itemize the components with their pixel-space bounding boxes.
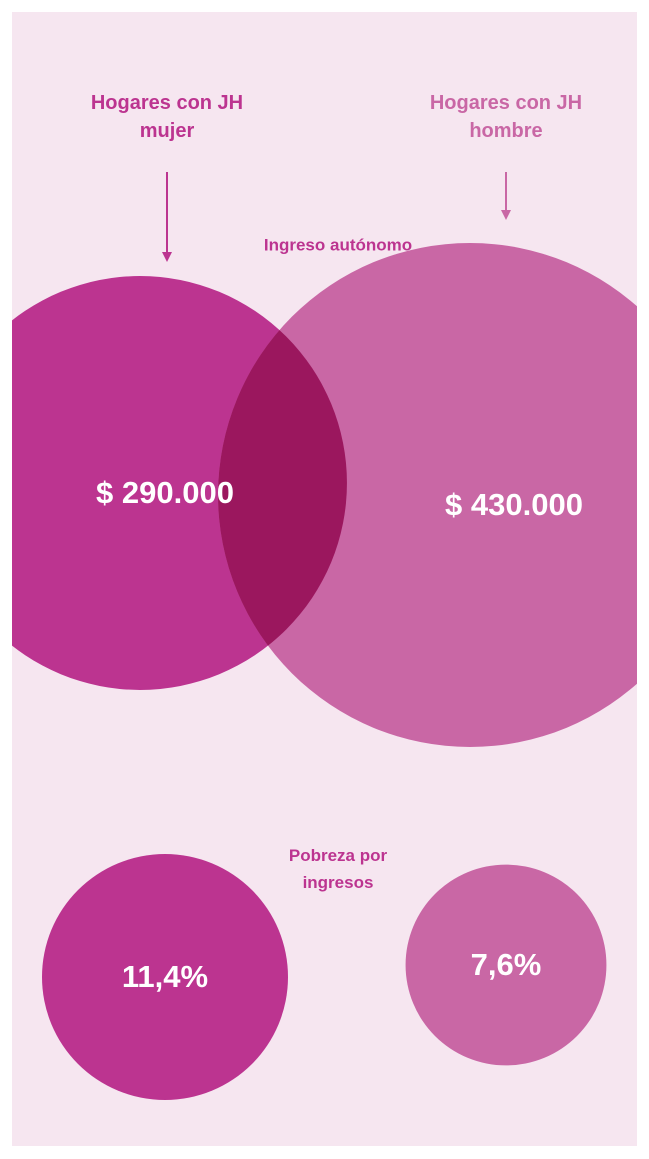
- chart-title: Ingreso autónomo: [263, 235, 413, 255]
- arrow-head: [162, 252, 172, 262]
- legend-label: Hogares con JH mujer: [90, 92, 244, 142]
- value-label: 11,4%: [121, 959, 209, 994]
- bubbles: [12, 243, 637, 1100]
- bubble: [218, 243, 637, 747]
- chart-title: Pobreza por ingresos: [288, 846, 388, 892]
- arrow-head: [501, 210, 511, 220]
- value-label: 7,6%: [470, 947, 542, 982]
- legend-label: Hogares con JH hombre: [429, 92, 583, 142]
- bubble: [405, 864, 607, 1066]
- value-label: $ 290.000: [96, 475, 234, 510]
- value-label: $ 430.000: [445, 487, 583, 522]
- bubble: [42, 854, 288, 1100]
